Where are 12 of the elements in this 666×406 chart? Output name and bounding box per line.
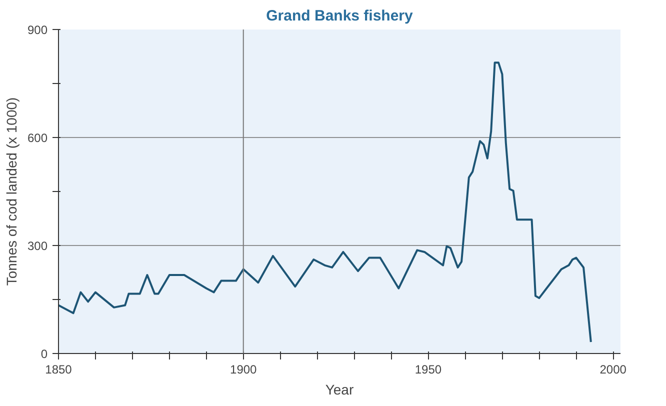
x-tick-label: 2000 [600, 362, 627, 376]
y-tick-label: 600 [27, 131, 48, 145]
y-tick-label: 900 [27, 23, 48, 37]
x-axis-title: Year [325, 382, 354, 398]
x-tick-label: 1900 [230, 362, 258, 376]
x-tick-label: 1950 [414, 362, 442, 376]
y-axis-title: Tonnes of cod landed (x 1000) [3, 97, 20, 286]
x-tick-label: 1850 [45, 362, 72, 376]
chart-title: Grand Banks fishery [266, 8, 414, 24]
y-tick-label: 0 [40, 347, 48, 361]
y-tick-label: 300 [27, 239, 48, 253]
line-series [58, 62, 592, 343]
